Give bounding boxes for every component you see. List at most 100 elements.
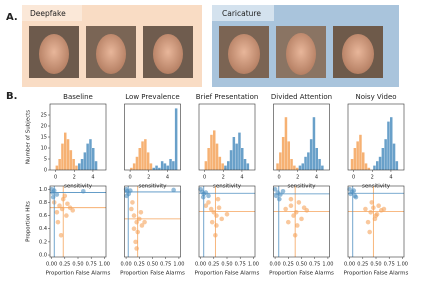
x-tick-label: 4: [389, 175, 392, 181]
scatter-point: [296, 200, 302, 205]
x-tick-label: 0.75: [235, 262, 246, 268]
histogram-bar: [152, 167, 155, 170]
histogram-bar: [58, 159, 61, 170]
x-axis-label: Proportion False Alarms: [269, 271, 334, 277]
scatter-point: [54, 209, 60, 215]
x-tick-label: 0: [352, 175, 355, 181]
histogram-bar: [359, 134, 362, 170]
histogram-bar: [227, 161, 230, 170]
group-title: Caricature: [222, 9, 261, 18]
x-tick-label: 0.75: [384, 262, 395, 268]
scatter-point: [348, 191, 353, 197]
histogram-bar: [144, 139, 147, 170]
histogram-bar: [312, 117, 316, 170]
scatter-point: [367, 229, 372, 235]
x-tick-label: 0.25: [134, 262, 145, 268]
scatter-point: [285, 219, 291, 225]
scatter-point: [299, 216, 304, 222]
x-tick-label: 2: [73, 175, 76, 181]
scatter-point: [277, 196, 282, 202]
x-tick-label: 0: [203, 175, 206, 181]
histogram-bar: [229, 150, 233, 170]
x-axis-label: sensitivity: [138, 184, 167, 190]
x-axis-label: Proportion False Alarms: [195, 271, 260, 277]
x-tick-label: 1.00: [99, 262, 110, 268]
y-tick-label: 10: [41, 146, 47, 152]
histogram-bar: [55, 165, 59, 170]
histogram-bar: [86, 143, 89, 170]
histogram-bar: [376, 161, 379, 170]
x-tick-label: 1.00: [322, 262, 333, 268]
x-tick-label: 0.75: [309, 262, 320, 268]
axes-frame: [198, 103, 256, 171]
histogram-bar: [309, 139, 313, 170]
x-axis-label: sensitivity: [287, 184, 316, 190]
x-axis-label: sensitivity: [213, 184, 242, 190]
panel-label: B.: [6, 91, 17, 102]
y-tick-label: 20: [41, 124, 47, 130]
x-tick-label: 0: [54, 175, 57, 181]
histogram-bar: [89, 139, 92, 170]
x-tick-label: 0.25: [357, 262, 368, 268]
face-photos: [29, 26, 383, 78]
histogram-bar: [158, 167, 161, 170]
x-tick-label: 2: [222, 175, 225, 181]
scatter-point: [57, 203, 62, 209]
caricature-tab: [212, 5, 274, 21]
histogram-bar: [395, 161, 399, 170]
panel-label: A.: [6, 12, 18, 23]
scatter-point: [209, 219, 215, 225]
axes-frame: [49, 185, 107, 258]
x-tick-label: 0.00: [121, 262, 132, 268]
x-tick-label: 2: [147, 175, 150, 181]
scatter-point: [65, 201, 70, 207]
scatter-point: [280, 188, 286, 194]
axes-frame: [347, 185, 405, 258]
scatter-point: [283, 206, 288, 212]
histogram-bar: [149, 163, 153, 170]
axes-frame: [273, 103, 330, 171]
scatter-point: [55, 219, 61, 225]
histogram-bar: [213, 130, 216, 170]
scatter-point: [376, 203, 381, 209]
scatter-point: [142, 219, 147, 225]
y-tick-label: 0.2: [39, 239, 47, 245]
histogram-bar: [135, 156, 139, 170]
histogram-bar: [364, 163, 368, 170]
scatter-point: [365, 219, 371, 225]
histogram-bar: [241, 148, 244, 170]
histogram-bar: [80, 159, 84, 170]
scatter-point: [374, 211, 380, 217]
histogram-bar: [218, 156, 222, 170]
scatter-point: [288, 203, 294, 209]
histogram-bar: [367, 167, 371, 170]
axes-frame: [198, 185, 256, 258]
histogram-bar: [356, 141, 359, 170]
x-tick-label: 0.00: [195, 262, 206, 268]
x-tick-label: 0.00: [344, 262, 355, 268]
histogram-bar: [132, 163, 136, 170]
histogram-bar: [66, 139, 70, 170]
scatter-point: [211, 209, 217, 215]
y-tick-label: 0.6: [39, 213, 47, 219]
scatter-point: [208, 206, 214, 212]
histogram-bar: [246, 163, 250, 170]
y-axis-label: Proportion Hits: [26, 201, 32, 242]
histogram-bar: [141, 141, 144, 170]
histogram-bar: [204, 161, 208, 170]
x-tick-label: 4: [91, 175, 94, 181]
scatter-point: [353, 194, 359, 200]
scatter-point: [291, 213, 296, 218]
histogram-bar: [243, 159, 247, 170]
histogram-bar: [295, 167, 299, 170]
y-tick-label: 15: [41, 135, 47, 141]
axes-frame: [347, 103, 405, 171]
y-tick-label: 0: [44, 168, 47, 174]
scatter-point: [139, 223, 145, 228]
x-tick-label: 0.75: [160, 262, 171, 268]
x-tick-label: 0.50: [221, 262, 232, 268]
scatter-point: [372, 216, 378, 222]
scatter-point: [133, 239, 138, 245]
scatter-point: [131, 213, 137, 218]
x-tick-label: 0.00: [270, 262, 281, 268]
